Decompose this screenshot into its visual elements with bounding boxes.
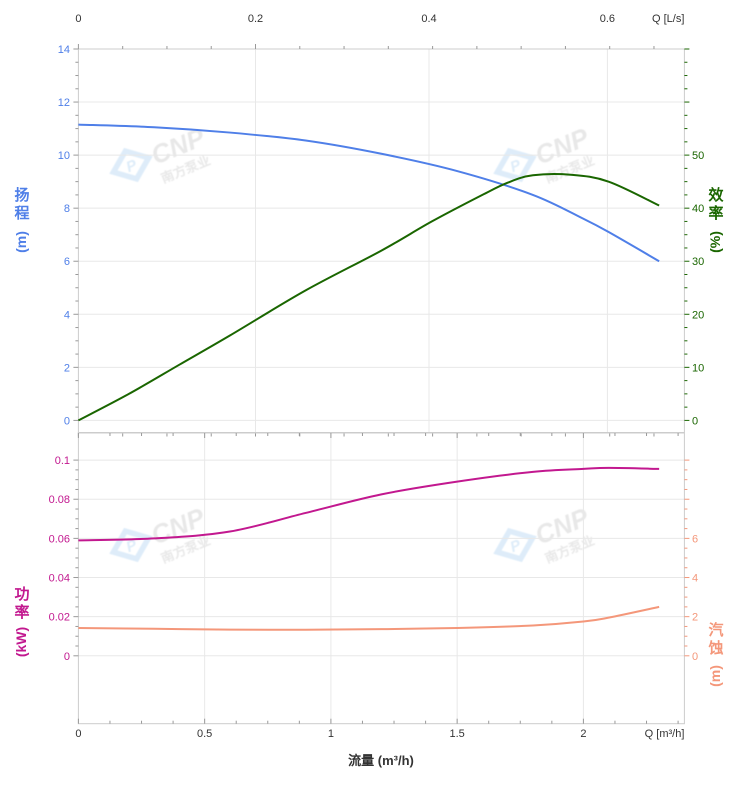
- svg-text:扬: 扬: [14, 186, 29, 204]
- svg-text:0: 0: [64, 415, 70, 427]
- svg-text:Q [m³/h]: Q [m³/h]: [645, 728, 685, 740]
- svg-text:12: 12: [58, 97, 70, 109]
- svg-text:4: 4: [64, 309, 70, 321]
- svg-text:0.4: 0.4: [421, 13, 436, 25]
- svg-text:0.1: 0.1: [55, 455, 70, 467]
- svg-text:0: 0: [75, 728, 81, 740]
- svg-text:程: 程: [14, 205, 29, 222]
- svg-text:0.6: 0.6: [600, 13, 615, 25]
- svg-text:(%): (%): [707, 231, 723, 253]
- svg-text:10: 10: [692, 362, 704, 374]
- svg-text:50: 50: [692, 150, 704, 162]
- svg-text:4: 4: [692, 573, 698, 585]
- svg-text:0.06: 0.06: [49, 533, 70, 545]
- svg-text:1: 1: [328, 728, 334, 740]
- svg-text:蚀: 蚀: [707, 639, 723, 657]
- svg-text:0.5: 0.5: [197, 728, 212, 740]
- svg-text:0: 0: [75, 13, 81, 25]
- svg-text:14: 14: [58, 44, 70, 56]
- svg-text:6: 6: [692, 533, 698, 545]
- svg-text:10: 10: [58, 150, 70, 162]
- svg-text:(kW): (kW): [13, 627, 29, 657]
- svg-text:30: 30: [692, 256, 704, 268]
- svg-text:流量 (m³/h): 流量 (m³/h): [348, 753, 414, 768]
- svg-text:Q [L/s]: Q [L/s]: [652, 13, 684, 25]
- svg-text:0: 0: [692, 651, 698, 663]
- svg-text:率: 率: [14, 603, 29, 621]
- svg-text:6: 6: [64, 256, 70, 268]
- svg-text:20: 20: [692, 309, 704, 321]
- svg-text:2: 2: [692, 612, 698, 624]
- svg-text:0.02: 0.02: [49, 612, 70, 624]
- svg-text:2: 2: [64, 362, 70, 374]
- svg-text:2: 2: [580, 728, 586, 740]
- svg-text:效: 效: [708, 186, 724, 204]
- svg-text:0: 0: [692, 415, 698, 427]
- svg-text:1.5: 1.5: [450, 728, 465, 740]
- svg-text:0.04: 0.04: [49, 573, 70, 585]
- svg-text:(m): (m): [13, 231, 29, 253]
- svg-text:40: 40: [692, 203, 704, 215]
- svg-text:率: 率: [708, 204, 723, 222]
- svg-text:8: 8: [64, 203, 70, 215]
- svg-text:(m): (m): [707, 665, 723, 687]
- svg-text:汽: 汽: [708, 621, 723, 639]
- svg-text:功: 功: [14, 586, 29, 603]
- svg-text:0: 0: [64, 651, 70, 663]
- svg-text:0.2: 0.2: [248, 13, 263, 25]
- svg-text:0.08: 0.08: [49, 494, 70, 506]
